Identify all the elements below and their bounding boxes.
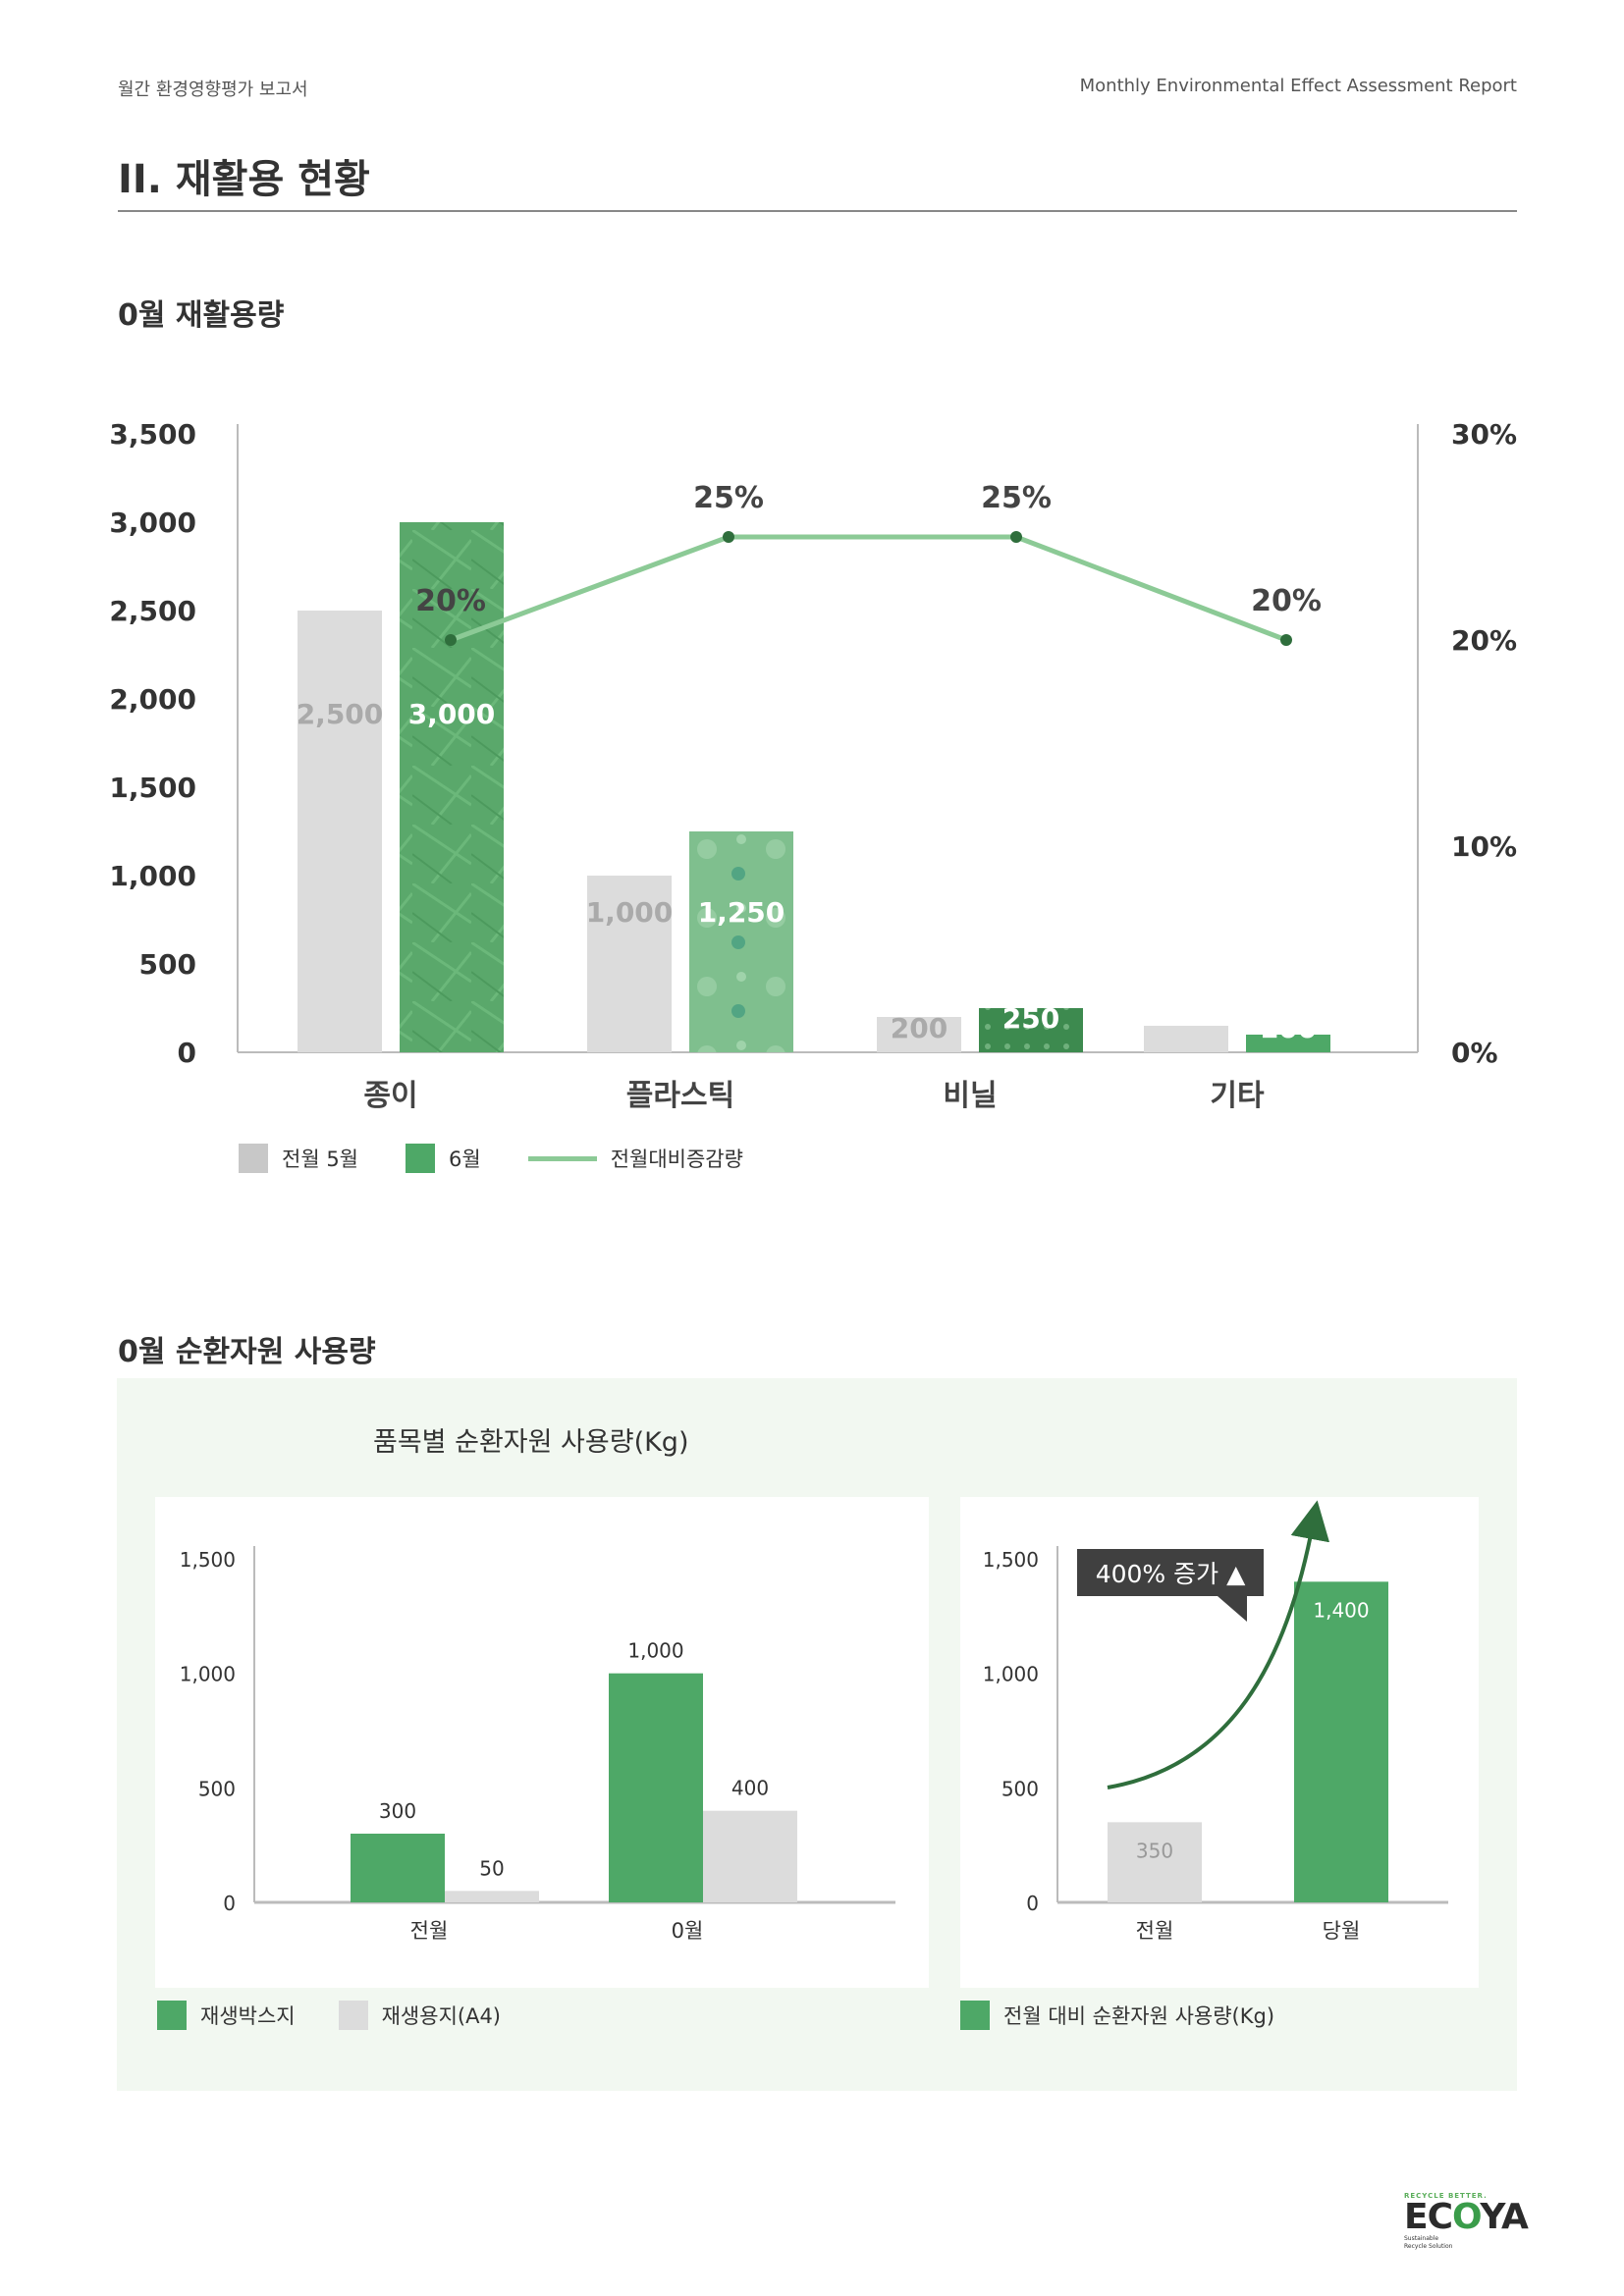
circular-charts: 0 500 1,000 1,500 300 50 전월 1,000 400 0월 0 500 1,00… — [180, 1500, 1448, 1943]
increase-arrow — [1107, 1500, 1330, 1789]
increase-callout: 400% 증가 ▲ — [1077, 1549, 1264, 1596]
logo-sub2: Recycle Solution — [1404, 2243, 1453, 2250]
y-tick-label: 0 — [178, 1037, 196, 1069]
logo-wordmark: ECOYA — [1404, 2197, 1529, 2237]
bar-a4 — [445, 1891, 539, 1902]
item-legend: 재생박스지 재생용지(A4) — [157, 2001, 501, 2030]
bar-curr-value: 250 — [1002, 1002, 1059, 1035]
y-tick-label: 0 — [223, 1892, 236, 1915]
y-tick-label: 3,500 — [109, 418, 196, 451]
y2-tick-label: 30% — [1451, 418, 1517, 451]
change-line — [450, 534, 1287, 643]
y-tick-label: 0 — [1026, 1892, 1039, 1915]
change-label: 25% — [981, 481, 1052, 515]
legend-swatch-prev — [239, 1144, 268, 1173]
y-tick-label: 1,500 — [983, 1548, 1039, 1572]
recycling-legend: 전월 5월 6월 전월대비증감량 — [239, 1144, 743, 1173]
panel-title: 품목별 순환자원 사용량(Kg) — [373, 1427, 689, 1458]
bar-prev-value: 2,500 — [297, 698, 384, 730]
bar-prev-value: 1,000 — [586, 896, 674, 929]
legend-label-curr: 6월 — [449, 1148, 481, 1171]
report-title-english: Monthly Environmental Effect Assessment … — [1079, 76, 1517, 96]
change-point — [1280, 634, 1292, 646]
bar-box-value: 1,000 — [627, 1639, 683, 1663]
logo-tagline: RECYCLE BETTER. — [1404, 2192, 1488, 2200]
bar-prev — [1144, 1026, 1228, 1052]
category-label: 전월 — [1136, 1919, 1174, 1943]
y-tick-label: 500 — [198, 1777, 236, 1800]
bar-curr-value: 100 — [1260, 1012, 1317, 1044]
change-label: 20% — [415, 584, 486, 618]
logo-sub1: Sustainable — [1404, 2235, 1439, 2242]
callout-pointer — [1218, 1596, 1247, 1622]
ecoya-logo: RECYCLE BETTER. ECOYA Sustainable Recycl… — [1404, 2192, 1529, 2251]
y-tick-label: 500 — [1001, 1777, 1039, 1800]
section-title: II. 재활용 현황 — [118, 157, 370, 202]
change-point — [445, 634, 457, 646]
legend-label-box: 재생박스지 — [200, 2004, 296, 2028]
category-label: 전월 — [410, 1919, 449, 1943]
bar-prev — [877, 1017, 961, 1052]
y-tick-label: 1,500 — [109, 772, 196, 804]
bar-comparison-value: 1,400 — [1313, 1598, 1369, 1622]
bar-comparison — [1108, 1822, 1202, 1902]
report-title-korean: 월간 환경영향평가 보고서 — [118, 80, 308, 100]
y-tick-label: 2,500 — [109, 595, 196, 627]
y-tick-label: 1,000 — [983, 1663, 1039, 1686]
recycling-amount-title: 0월 재활용량 — [118, 298, 285, 333]
category-label: 0월 — [672, 1919, 704, 1943]
y2-tick-label: 0% — [1451, 1037, 1498, 1069]
legend-swatch-box — [157, 2001, 187, 2030]
category-label: 비닐 — [943, 1079, 997, 1113]
bar-curr — [1246, 1035, 1330, 1052]
legend-label-comparison: 전월 대비 순환자원 사용량(Kg) — [1003, 2004, 1275, 2028]
legend-line-swatch — [527, 1155, 597, 1161]
legend-swatch-a4 — [338, 2001, 368, 2030]
change-label: 20% — [1251, 584, 1322, 618]
legend-label-prev: 전월 5월 — [282, 1148, 358, 1171]
bar-a4-value: 400 — [731, 1777, 769, 1800]
legend-swatch-comparison — [960, 2001, 990, 2030]
bar-comparison-value: 350 — [1136, 1839, 1173, 1862]
bar-box — [351, 1834, 445, 1902]
comparison-legend: 전월 대비 순환자원 사용량(Kg) — [960, 2001, 1274, 2030]
legend-label-line: 전월대비증감량 — [610, 1148, 743, 1171]
category-label: 기타 — [1210, 1079, 1265, 1113]
bar-box-value: 300 — [379, 1799, 416, 1823]
category-label: 당월 — [1323, 1919, 1361, 1943]
change-point — [723, 531, 734, 543]
category-label: 플라스틱 — [626, 1079, 734, 1113]
bar-curr — [979, 1008, 1083, 1052]
bar-a4 — [703, 1810, 797, 1902]
legend-label-a4: 재생용지(A4) — [381, 2004, 502, 2028]
y-tick-label: 1,500 — [180, 1548, 236, 1572]
bar-curr-value: 3,000 — [408, 698, 496, 730]
title-divider — [118, 210, 1517, 212]
y-tick-label: 2,000 — [109, 683, 196, 716]
bar-box — [609, 1673, 703, 1902]
bar-curr-value: 1,250 — [698, 896, 785, 929]
bar-curr — [400, 522, 504, 1052]
item-chart-card — [155, 1497, 929, 1988]
bar-comparison — [1294, 1581, 1388, 1902]
y-tick-label: 3,000 — [109, 507, 196, 539]
bar-a4-value: 50 — [479, 1856, 504, 1880]
y-tick-label: 500 — [139, 948, 196, 981]
recycling-chart: 0 500 1,000 1,500 2,000 2,500 3,000 3,500 0% 10% 2… — [109, 418, 1517, 1113]
bar-prev — [587, 876, 672, 1052]
legend-swatch-curr — [406, 1144, 435, 1173]
change-point — [1010, 531, 1022, 543]
bar-prev — [298, 611, 382, 1052]
y2-tick-label: 20% — [1451, 624, 1517, 657]
bar-curr — [689, 831, 793, 1052]
circular-resource-title: 0월 순환자원 사용량 — [118, 1335, 376, 1369]
category-label: 종이 — [363, 1079, 417, 1113]
change-label: 25% — [693, 481, 764, 515]
y-tick-label: 1,000 — [109, 860, 196, 892]
y-tick-label: 1,000 — [180, 1663, 236, 1686]
bar-prev-value: 200 — [891, 1012, 947, 1044]
y2-tick-label: 10% — [1451, 830, 1517, 863]
